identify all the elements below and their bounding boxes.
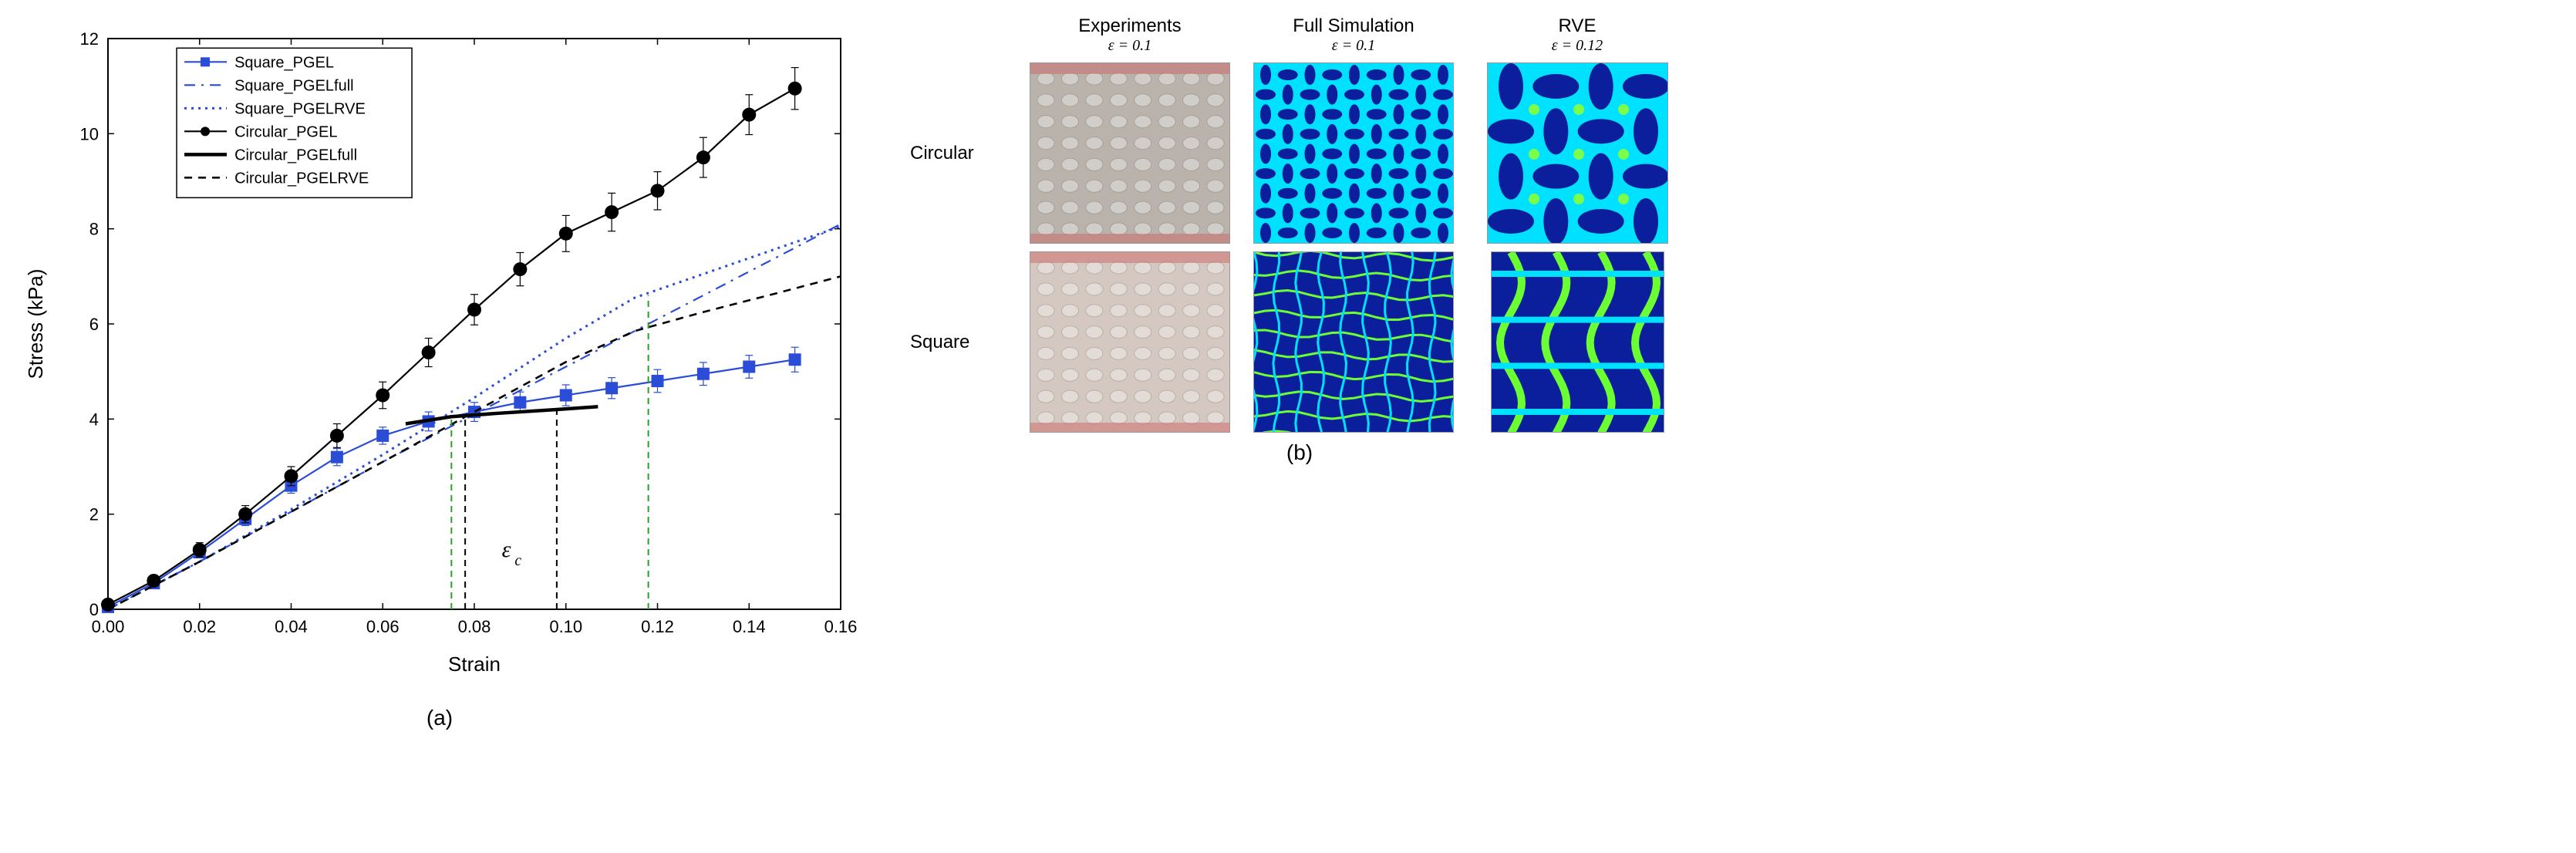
svg-text:0.10: 0.10 <box>549 617 582 636</box>
panel-b: Experimentsε = 0.1Full Simulationε = 0.1… <box>910 15 1689 465</box>
svg-text:0: 0 <box>89 600 99 619</box>
svg-text:Circular_PGELRVE: Circular_PGELRVE <box>234 170 369 187</box>
grid-row: Square <box>910 251 1689 433</box>
svg-text:8: 8 <box>89 220 99 239</box>
grid-thumb <box>1030 62 1230 244</box>
svg-text:0.06: 0.06 <box>366 617 400 636</box>
svg-text:6: 6 <box>89 315 99 334</box>
svg-text:10: 10 <box>80 124 99 143</box>
panel-b-label: (b) <box>1286 440 1313 465</box>
grid-row: Circular <box>910 62 1689 244</box>
grid-column-header: RVEε = 0.12 <box>1465 15 1689 55</box>
svg-text:0.00: 0.00 <box>92 617 125 636</box>
grid-thumb <box>1030 251 1230 433</box>
svg-text:0.16: 0.16 <box>824 617 858 636</box>
svg-text:0.04: 0.04 <box>275 617 308 636</box>
grid-column-headers: Experimentsε = 0.1Full Simulationε = 0.1… <box>910 15 1689 55</box>
grid-cell <box>1465 251 1689 433</box>
grid-column-header: Experimentsε = 0.1 <box>1018 15 1242 55</box>
panel-a: 0.00 0.02 0.04 0.06 0.08 0.10 0.12 0.14 0.16 0 2 4 6… <box>15 15 864 730</box>
grid-cell <box>1018 251 1242 433</box>
chart-svg: 0.00 0.02 0.04 0.06 0.08 0.10 0.12 0.14 0.16 0 2 4 6… <box>15 15 864 694</box>
svg-text:0.02: 0.02 <box>183 617 216 636</box>
svg-text:Square_PGELRVE: Square_PGELRVE <box>234 100 366 117</box>
grid-cell <box>1242 62 1465 244</box>
grid-thumb <box>1491 251 1664 433</box>
svg-text:Stress (kPa): Stress (kPa) <box>24 268 47 379</box>
comparison-grid: Experimentsε = 0.1Full Simulationε = 0.1… <box>910 15 1689 433</box>
stress-strain-chart: 0.00 0.02 0.04 0.06 0.08 0.10 0.12 0.14 0.16 0 2 4 6… <box>15 15 864 698</box>
grid-column-header: Full Simulationε = 0.1 <box>1242 15 1465 55</box>
panel-a-label: (a) <box>427 706 453 730</box>
svg-text:Square_PGEL: Square_PGEL <box>234 54 334 71</box>
grid-row-label: Square <box>910 332 1018 353</box>
svg-text:12: 12 <box>80 29 99 49</box>
grid-row-label: Circular <box>910 143 1018 164</box>
grid-thumb <box>1253 251 1454 433</box>
svg-text:ε c: ε c <box>502 537 522 569</box>
svg-text:2: 2 <box>89 505 99 524</box>
grid-thumb <box>1253 62 1454 244</box>
svg-text:0.08: 0.08 <box>458 617 491 636</box>
grid-cell <box>1018 62 1242 244</box>
svg-text:0.12: 0.12 <box>641 617 674 636</box>
svg-text:Square_PGELfull: Square_PGELfull <box>234 77 354 94</box>
svg-text:Circular_PGEL: Circular_PGEL <box>234 123 337 140</box>
svg-text:Circular_PGELfull: Circular_PGELfull <box>234 147 357 164</box>
grid-thumb <box>1487 62 1668 244</box>
svg-text:4: 4 <box>89 410 99 429</box>
grid-cell <box>1465 62 1689 244</box>
svg-text:Strain: Strain <box>448 652 501 676</box>
grid-cell <box>1242 251 1465 433</box>
svg-text:0.14: 0.14 <box>733 617 766 636</box>
